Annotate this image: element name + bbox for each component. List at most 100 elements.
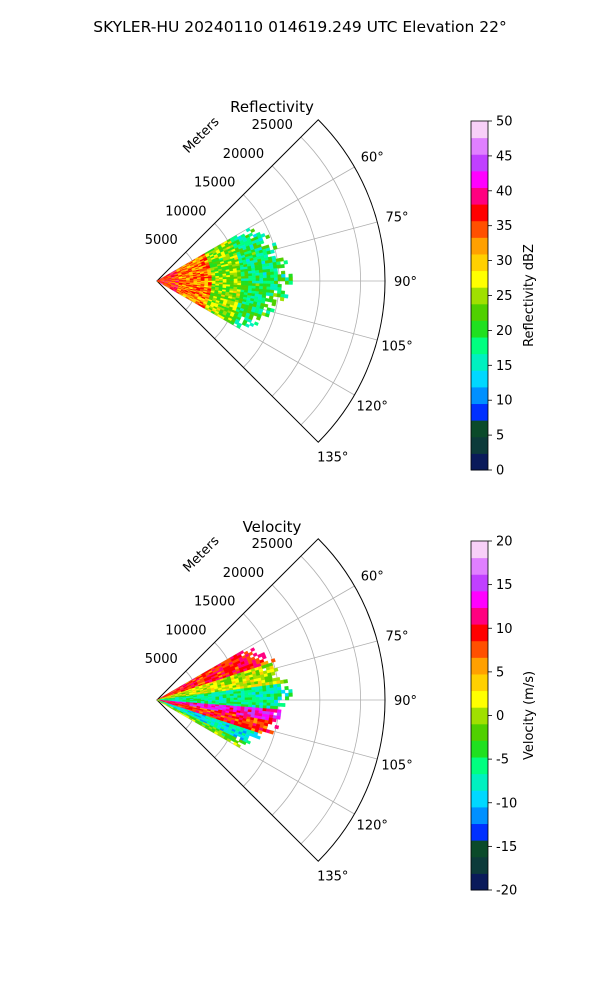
velocity-gate (251, 692, 257, 696)
velocity-gate (230, 697, 235, 701)
reflectivity-gate (283, 294, 289, 299)
reflectivity-colorbar-swatch (471, 320, 488, 338)
velocity-gate (262, 694, 268, 698)
reflectivity-gate (273, 271, 278, 276)
reflectivity-radial-tick-label: 5000 (145, 233, 178, 248)
reflectivity-colorbar-tick-label: 45 (496, 149, 513, 164)
velocity-gate (261, 654, 267, 660)
velocity-gate (241, 697, 246, 701)
velocity-gate (230, 699, 235, 703)
velocity-gate (248, 697, 253, 701)
reflectivity-gate (248, 232, 254, 238)
reflectivity-gate (259, 272, 264, 276)
velocity-gate (273, 690, 278, 695)
velocity-gate (259, 702, 264, 706)
reflectivity-colorbar-tick-label: 10 (496, 394, 513, 409)
velocity-ticks: 5000 10000 15000 20000 25000 60° 75° 90° 105° 120… (145, 537, 417, 885)
reflectivity-colorbar-swatch (471, 170, 488, 188)
reflectivity-gate (253, 321, 259, 326)
velocity-gate (248, 699, 253, 703)
velocity-gate (233, 695, 238, 699)
reflectivity-colorbar-swatch (471, 353, 488, 371)
reflectivity-gate (277, 290, 282, 295)
reflectivity-gate (245, 227, 251, 233)
velocity-gate (255, 689, 260, 693)
reflectivity-gate (233, 278, 238, 282)
velocity-gate (276, 715, 281, 720)
velocity-gate (273, 693, 279, 698)
reflectivity-title: Reflectivity (230, 98, 314, 116)
velocity-gate (248, 692, 253, 696)
reflectivity-gate (237, 278, 242, 282)
reflectivity-gate (248, 275, 253, 279)
reflectivity-gate (244, 278, 249, 282)
reflectivity-gate (240, 273, 246, 277)
reflectivity-colorbar: 0 5 10 15 20 25 30 35 40 45 50 (470, 115, 513, 479)
velocity-gate (258, 688, 264, 693)
reflectivity-colorbar-tick-label: 25 (496, 289, 513, 304)
velocity-gate (270, 690, 275, 695)
velocity-colorbar-swatch (471, 590, 488, 608)
reflectivity-gate (255, 270, 260, 274)
reflectivity-gate (280, 270, 286, 275)
reflectivity-gate (285, 277, 290, 282)
reflectivity-gate (244, 280, 249, 284)
velocity-colorbar-swatch (471, 723, 488, 741)
reflectivity-gate (241, 280, 246, 284)
reflectivity-gate (276, 293, 282, 298)
reflectivity-gate (263, 280, 268, 285)
reflectivity-colorbar-swatch (471, 220, 488, 238)
velocity-gate (277, 709, 282, 714)
reflectivity-gate (251, 273, 257, 277)
reflectivity-angular-tick-label: 90° (394, 275, 417, 290)
velocity-angular-tick-label: 60° (361, 570, 384, 585)
reflectivity-gate (262, 286, 267, 290)
velocity-gate (259, 694, 264, 698)
velocity-radial-tick-label: 20000 (223, 566, 264, 581)
velocity-colorbar-tick-label: 20 (496, 535, 513, 550)
reflectivity-angular-tick-label: 135° (317, 451, 348, 466)
velocity-gate (251, 694, 257, 698)
figure-suptitle: SKYLER-HU 20240110 014619.249 UTC Elevat… (93, 18, 507, 36)
reflectivity-gate (219, 279, 224, 282)
velocity-gate (270, 702, 275, 707)
reflectivity-colorbar-swatch (471, 403, 488, 421)
reflectivity-angular-tick-label: 120° (357, 399, 388, 414)
velocity-title: Velocity (243, 518, 302, 536)
reflectivity-gate (259, 240, 265, 245)
velocity-gate (270, 696, 275, 701)
velocity-gate (266, 693, 271, 698)
velocity-colorbar-swatch (471, 856, 488, 874)
velocity-angular-tick-label: 90° (394, 694, 417, 709)
velocity-gate (226, 699, 231, 703)
reflectivity-gate (237, 280, 242, 284)
reflectivity-gate (248, 278, 253, 282)
velocity-gate (276, 683, 282, 688)
velocity-angular-tick-label: 135° (317, 870, 348, 885)
reflectivity-gate (251, 275, 257, 279)
velocity-gate (266, 690, 271, 695)
velocity-sector-frame (156, 538, 386, 862)
reflectivity-gate (255, 316, 261, 321)
velocity-gate (248, 694, 253, 698)
velocity-gate (262, 702, 268, 706)
reflectivity-gate (248, 280, 253, 284)
reflectivity-gate (266, 283, 271, 288)
reflectivity-colorbar-tick-label: 20 (496, 324, 513, 339)
reflectivity-gate (222, 277, 227, 280)
velocity-colorbar-swatch (471, 707, 488, 725)
velocity-radial-tick-label: 15000 (194, 595, 235, 610)
reflectivity-gate (255, 280, 260, 284)
reflectivity-gate (264, 313, 270, 318)
reflectivity-gate (252, 278, 257, 282)
reflectivity-gate (273, 283, 279, 288)
reflectivity-gate (233, 280, 238, 284)
reflectivity-gate (230, 278, 235, 282)
reflectivity-gate (259, 283, 264, 287)
reflectivity-gate (270, 274, 275, 279)
velocity-gate (204, 698, 209, 701)
reflectivity-colorbar-swatch (471, 420, 488, 438)
reflectivity-gate (259, 278, 264, 282)
velocity-gate (267, 720, 273, 725)
reflectivity-gate (263, 303, 269, 308)
